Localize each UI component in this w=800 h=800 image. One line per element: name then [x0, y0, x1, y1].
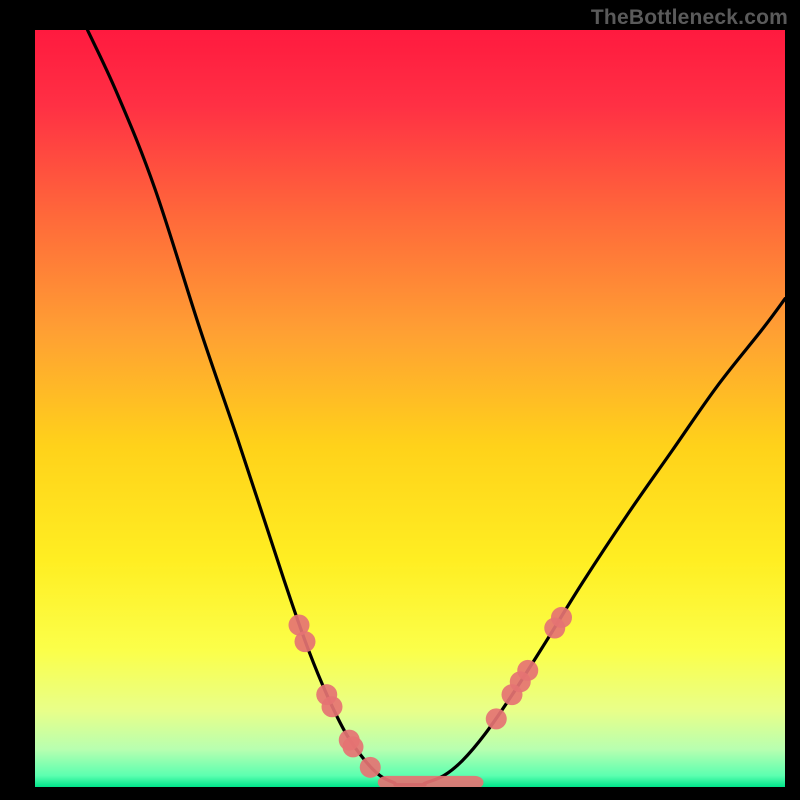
data-marker	[360, 757, 381, 778]
data-marker	[551, 607, 572, 628]
trough-marker-bar	[378, 776, 484, 789]
data-marker	[517, 660, 538, 681]
data-marker	[322, 696, 343, 717]
chart-stage: { "meta": { "watermark_text": "TheBottle…	[0, 0, 800, 800]
data-marker	[295, 631, 316, 652]
bottleneck-chart	[0, 0, 800, 800]
data-marker	[486, 708, 507, 729]
data-marker	[343, 736, 364, 757]
plot-background	[35, 30, 785, 787]
